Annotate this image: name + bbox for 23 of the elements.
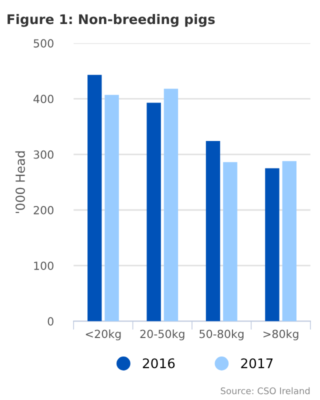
bar xyxy=(164,88,178,322)
bar xyxy=(88,74,102,322)
x-tick-label: 20-50kg xyxy=(140,330,184,340)
bar xyxy=(223,162,238,322)
y-tick-label: 100 xyxy=(34,262,54,270)
y-tick-label: 300 xyxy=(34,150,54,159)
bar xyxy=(282,161,296,322)
bar xyxy=(265,168,280,322)
y-tick-label: 200 xyxy=(34,206,54,214)
y-tick-label: 500 xyxy=(34,39,54,48)
x-tick-label: >80kg xyxy=(264,330,298,340)
bar xyxy=(146,102,161,322)
y-tick-label: 0 xyxy=(48,317,54,326)
x-tick-label: <20kg xyxy=(86,330,121,340)
y-axis-title: '000 Head xyxy=(15,151,25,213)
bar xyxy=(104,94,119,322)
source-note: Source: CSO Ireland xyxy=(220,387,310,394)
bar xyxy=(206,141,220,322)
y-tick-label: 400 xyxy=(33,94,54,104)
chart-title: Figure 1: Non-breeding pigs xyxy=(8,14,215,27)
x-tick-label: 50-80kg xyxy=(200,330,244,340)
legend-label: 2016 xyxy=(142,358,175,368)
legend-label: 2017 xyxy=(241,358,273,368)
